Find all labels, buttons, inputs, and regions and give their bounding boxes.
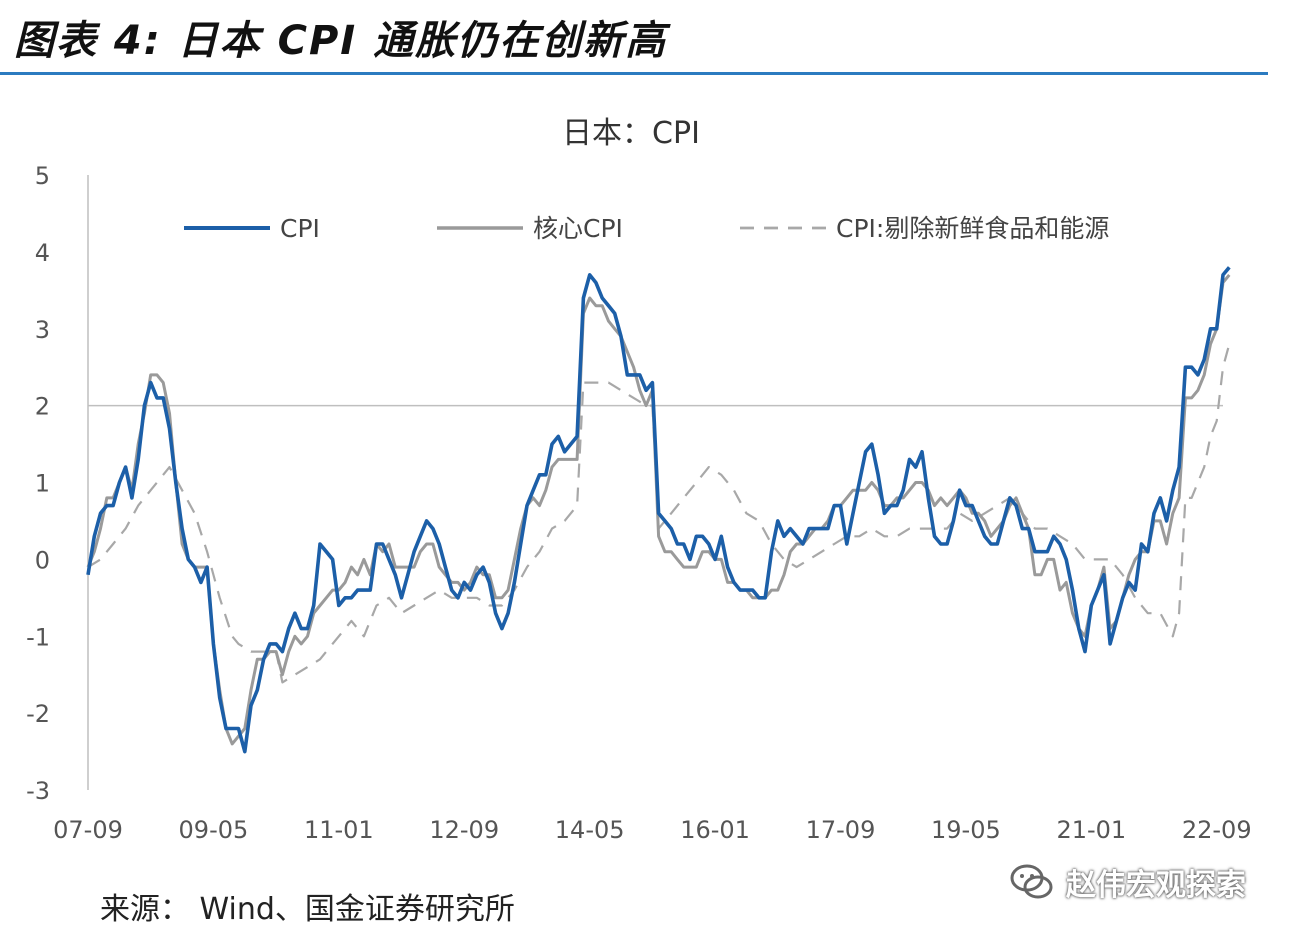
y-tick-label: 3 — [35, 316, 50, 344]
wechat-icon — [1010, 864, 1053, 899]
y-tick-label: 0 — [35, 546, 50, 574]
y-tick-label: 5 — [35, 162, 50, 190]
x-tick-label: 07-09 — [53, 816, 123, 844]
title-rule — [0, 72, 1268, 75]
series-line-solid-thin — [86, 273, 1231, 746]
series-layer — [86, 266, 1231, 754]
x-tick-label: 11-01 — [304, 816, 374, 844]
watermark: 赵伟宏观探索 — [1008, 858, 1246, 906]
x-tick-label: 17-09 — [806, 816, 876, 844]
x-tick-label: 19-05 — [931, 816, 1001, 844]
y-tick-label: 4 — [35, 239, 50, 267]
x-tick-label: 22-09 — [1182, 816, 1252, 844]
figure-title: 图表 4: 日本 CPI 通胀仍在创新高 — [14, 18, 668, 64]
source-note: 来源： Wind、国金证券研究所 — [100, 892, 515, 927]
y-tick-label: -2 — [26, 700, 50, 728]
x-tick-label: 21-01 — [1056, 816, 1126, 844]
x-tick-label: 09-05 — [179, 816, 249, 844]
axes: -3 -2 -1 0 1 2 3 4 5 07-09 09-05 11-01 12-09 14-05 16-… — [26, 162, 1252, 844]
x-tick-label: 14-05 — [555, 816, 625, 844]
x-tick-label: 12-09 — [429, 816, 499, 844]
legend-label: 核心CPI — [533, 214, 623, 243]
y-tick-label: -3 — [26, 777, 50, 805]
y-tick-label: 2 — [35, 393, 50, 421]
series-line-solid-thick — [86, 266, 1231, 754]
legend: CPI 核心CPI CPI:剔除新鲜食品和能源 — [184, 214, 1109, 243]
x-tick-label: 16-01 — [680, 816, 750, 844]
y-tick-label: -1 — [26, 623, 50, 651]
watermark-text: 赵伟宏观探索 — [1066, 868, 1246, 903]
y-tick-label: 1 — [35, 470, 50, 498]
legend-label: CPI:剔除新鲜食品和能源 — [836, 214, 1109, 243]
legend-label: CPI — [280, 214, 320, 243]
chart-title: 日本：CPI — [562, 116, 700, 151]
